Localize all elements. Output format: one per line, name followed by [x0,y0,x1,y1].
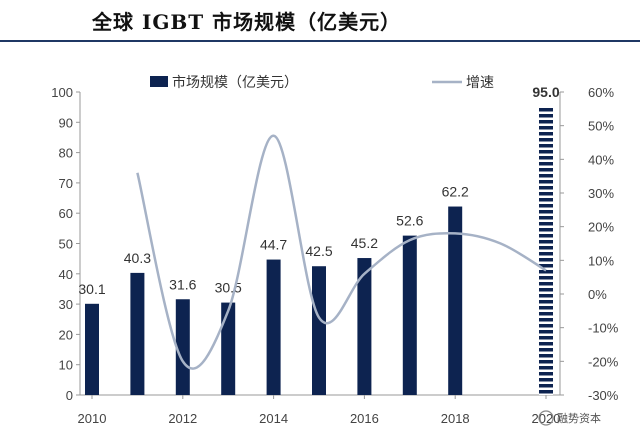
y-left-tick-label: 20 [59,327,73,342]
y-left-tick-label: 30 [59,297,73,312]
watermark-icon [538,410,554,426]
y-right-tick-label: -20% [588,354,619,369]
y-left-tick-label: 0 [66,388,73,403]
bar-2013 [221,302,236,395]
x-tick-label: 2016 [350,411,379,426]
watermark-text: 融势资本 [557,411,601,425]
legend-bar-swatch [150,76,168,87]
data-label-2010: 30.1 [78,281,105,297]
y-left-tick-label: 50 [59,237,73,252]
growth-line [136,134,547,370]
x-tick-label: 2014 [259,411,288,426]
bar-2018 [448,206,463,395]
bar-2010 [85,303,99,395]
bar-2015 [312,266,326,395]
data-label-2014: 44.7 [260,237,287,253]
y-left-tick-label: 80 [59,146,73,161]
bar-2014 [266,259,281,395]
page-title: 全球 IGBT 市场规模（亿美元） [92,10,402,34]
y-left-tick-label: 90 [59,115,73,130]
y-right-tick-label: 0% [588,287,607,302]
y-left-tick-label: 100 [51,85,73,100]
data-label-2015: 42.5 [305,243,332,259]
x-tick-label: 2018 [441,411,470,426]
bar-2017 [402,235,417,395]
data-label-2011: 40.3 [124,250,151,266]
y-right-tick-label: -10% [588,321,619,336]
legend-line-label: 增速 [466,75,494,91]
y-right-tick-label: 10% [588,253,614,268]
data-label-2020: 95.0 [532,84,559,100]
y-right-tick-label: 60% [588,85,614,100]
x-tick-label: 2012 [168,411,197,426]
data-label-2016: 45.2 [351,235,378,251]
y-right-tick-label: 30% [588,186,614,201]
bar-2020 [539,107,553,396]
y-left-tick-label: 40 [59,267,73,282]
y-right-tick-label: -30% [588,388,619,403]
x-tick-label: 2010 [78,411,107,426]
data-label-2012: 31.6 [169,276,196,292]
y-left-tick-label: 60 [59,206,73,221]
y-left-tick-label: 10 [59,358,73,373]
bar-2011 [130,272,145,395]
x-tick-label: 2020 [532,411,561,426]
y-right-tick-label: 50% [588,119,614,134]
y-left-tick-label: 70 [59,176,73,191]
data-label-2018: 62.2 [442,184,469,200]
bar-2012 [175,299,190,395]
legend-bar-label: 市场规模（亿美元） [172,74,298,91]
data-label-2017: 52.6 [396,213,423,229]
y-right-tick-label: 40% [588,152,614,167]
data-label-2013: 30.5 [215,280,242,296]
title-rule [0,40,640,42]
bar-2016 [357,258,372,395]
y-right-tick-label: 20% [588,220,614,235]
